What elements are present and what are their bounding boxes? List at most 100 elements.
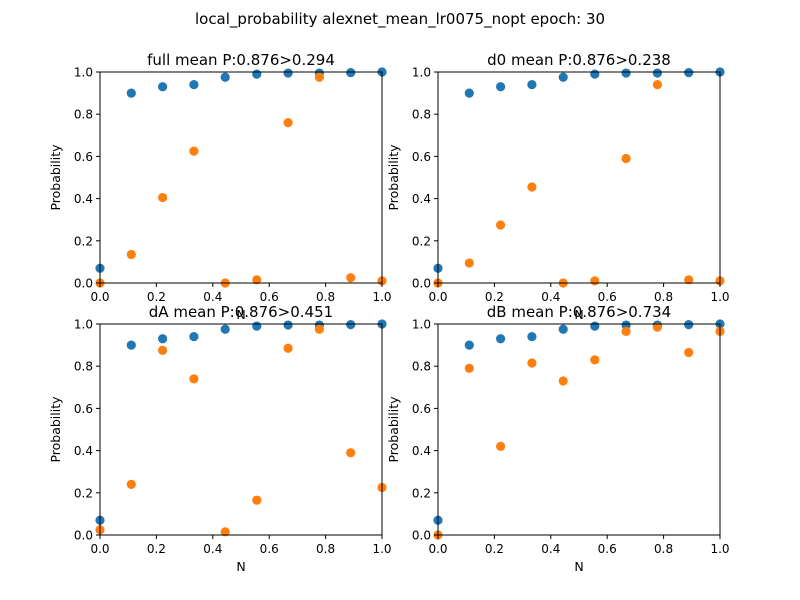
d0-series-2-point-2 [496, 220, 506, 230]
subplot-db: 0.0 0.2 0.4 0.6 0.8 1.0 0.0 0.2 0.4 0.6 0.8 1.0 dB m… [386, 303, 730, 574]
db-y-tick-label: 1.0 [412, 318, 431, 332]
full-y-tick-label: 1.0 [74, 66, 93, 80]
da-x-tick-label: 0.2 [147, 542, 166, 556]
db-series-1-point-6 [621, 320, 631, 330]
da-y-axis-label: Probability [48, 396, 63, 463]
da-y-tick-label: 0.8 [74, 360, 93, 374]
db-series-1-point-4 [558, 324, 568, 334]
full-y-tick-label: 0.4 [74, 192, 93, 206]
full-series-2-point-5 [252, 275, 262, 285]
subplot-d0: 0.0 0.2 0.4 0.6 0.8 1.0 0.0 0.2 0.4 0.6 0.8 1.0 d0 m… [386, 51, 730, 322]
full-series-1-point-3 [189, 80, 199, 90]
full-y-tick-label: 0.8 [74, 108, 93, 122]
d0-x-axis-label: N [574, 307, 583, 322]
da-x-axis-label: N [236, 559, 245, 574]
d0-x-tick-label: 1.0 [710, 290, 729, 304]
da-series-2-point-2 [158, 345, 168, 355]
full-y-tick-label: 0.2 [74, 234, 93, 248]
d0-series-1-point-3 [527, 80, 537, 90]
da-x-tick-label: 0.6 [260, 542, 279, 556]
db-series-2-point-3 [527, 358, 537, 368]
db-x-tick-label: 1.0 [710, 542, 729, 556]
d0-series-1-point-1 [464, 88, 474, 98]
d0-x-tick-label: 0.6 [598, 290, 617, 304]
da-series-2-point-3 [189, 374, 199, 384]
da-x-tick-label: 0.4 [203, 542, 222, 556]
db-series-1-point-8 [684, 320, 694, 330]
d0-title: d0 mean P:0.876>0.238 [487, 51, 671, 69]
d0-series-1-point-7 [652, 68, 662, 78]
db-x-axis-label: N [574, 559, 583, 574]
db-series-2-point-8 [684, 347, 694, 358]
d0-x-tick-label: 0.2 [485, 290, 504, 304]
full-series-2-point-8 [346, 273, 356, 283]
full-series-2-point-2 [158, 192, 168, 203]
full-series-2-point-7 [314, 72, 324, 82]
full-x-tick-label: 0.2 [147, 290, 166, 304]
db-series-2-point-4 [558, 376, 568, 386]
full-series-1-point-8 [346, 68, 356, 78]
db-y-tick-label: 0.2 [412, 486, 431, 500]
d0-y-tick-label: 0.8 [412, 108, 431, 122]
da-series-1-point-3 [189, 332, 199, 342]
full-x-tick-label: 0.6 [260, 290, 279, 304]
d0-y-axis-label: Probability [386, 144, 401, 211]
da-x-tick-label: 1.0 [372, 542, 391, 556]
da-series-2-point-8 [346, 448, 356, 458]
d0-y-tick-label: 0.4 [412, 192, 431, 206]
figure-suptitle: local_probability alexnet_mean_lr0075_no… [195, 10, 605, 29]
db-series-1-point-5 [590, 321, 600, 331]
db-axes-frame [437, 323, 721, 536]
da-series-2-point-1 [126, 479, 136, 489]
d0-series-2-point-7 [652, 80, 662, 90]
da-series-1-point-6 [283, 320, 293, 330]
full-series-1-point-2 [158, 82, 168, 92]
full-x-tick-label: 0.0 [90, 290, 109, 304]
full-series-1-point-6 [283, 68, 293, 78]
db-series-2-point-6 [621, 326, 631, 336]
d0-series-1-point-2 [496, 82, 506, 92]
d0-x-tick-label: 0.8 [654, 290, 673, 304]
da-series-2-point-6 [283, 343, 293, 353]
d0-x-tick-label: 0.4 [541, 290, 560, 304]
full-x-tick-label: 0.8 [316, 290, 335, 304]
full-series-1-point-4 [220, 72, 230, 82]
full-x-axis-label: N [236, 307, 245, 322]
da-y-tick-label: 0.4 [74, 444, 93, 458]
full-y-tick-label: 0.0 [74, 277, 93, 291]
db-x-tick-label: 0.4 [541, 542, 560, 556]
d0-series-2-point-3 [527, 182, 537, 192]
full-series-2-point-3 [189, 146, 199, 156]
da-y-tick-label: 1.0 [74, 318, 93, 332]
d0-series-2-point-6 [621, 153, 631, 164]
db-y-axis-label: Probability [386, 396, 401, 463]
da-series-1-point-5 [252, 321, 262, 331]
da-series-1-point-2 [158, 334, 168, 344]
db-series-1-point-3 [527, 332, 537, 342]
da-series-1-point-8 [346, 320, 356, 330]
db-y-tick-label: 0.0 [412, 529, 431, 543]
d0-y-tick-label: 1.0 [412, 66, 431, 80]
full-title: full mean P:0.876>0.294 [147, 51, 335, 69]
db-y-tick-label: 0.4 [412, 444, 431, 458]
db-series-2-point-7 [652, 322, 662, 332]
d0-series-1-point-8 [684, 68, 694, 78]
db-x-tick-label: 0.0 [428, 542, 447, 556]
db-series-1-point-1 [464, 340, 474, 350]
db-x-tick-label: 0.6 [598, 542, 617, 556]
d0-series-2-point-1 [464, 258, 474, 268]
full-y-axis-label: Probability [48, 144, 63, 211]
da-series-2-point-4 [220, 527, 230, 537]
db-series-2-point-1 [464, 363, 474, 373]
d0-y-tick-label: 0.6 [412, 150, 431, 164]
full-series-1-point-1 [126, 88, 136, 98]
da-series-1-point-4 [220, 324, 230, 334]
full-series-2-point-1 [126, 249, 136, 260]
d0-series-2-point-5 [590, 276, 600, 286]
db-y-tick-label: 0.8 [412, 360, 431, 374]
db-x-tick-label: 0.8 [654, 542, 673, 556]
full-series-1-point-5 [252, 69, 262, 79]
da-series-1-point-1 [126, 340, 136, 350]
db-series-2-point-5 [590, 355, 600, 365]
